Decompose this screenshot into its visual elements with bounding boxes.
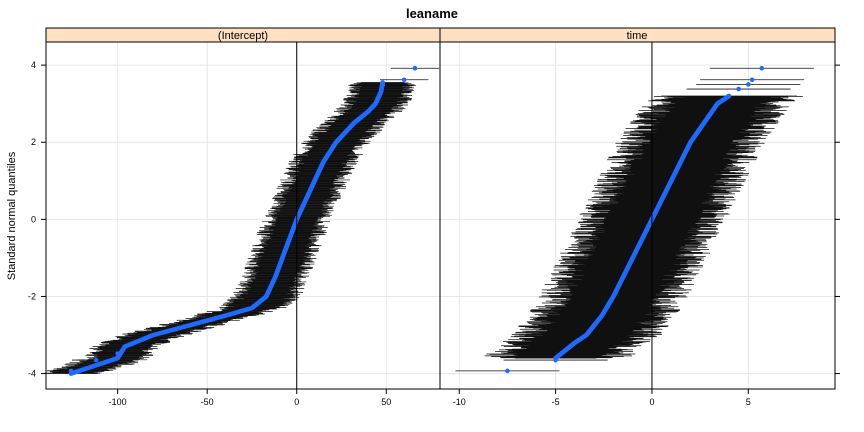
x-tick-label: -100 <box>109 397 127 407</box>
y-tick-label: -2 <box>28 291 36 301</box>
y-axis-left: -4 -2 0 2 4 <box>28 60 46 379</box>
quantile-point <box>115 351 120 356</box>
chart-title: leaname <box>406 6 458 21</box>
x-tick-label: -50 <box>201 397 214 407</box>
quantile-point <box>412 65 418 71</box>
intervals-intercept <box>44 67 440 374</box>
quantile-point <box>68 368 74 374</box>
y-tick-label: 2 <box>31 137 36 147</box>
x-tick-label: -10 <box>453 397 466 407</box>
x-tick-label: 50 <box>381 397 391 407</box>
y-axis-label: Standard normal quantiles <box>6 151 18 280</box>
x-tick-label: -5 <box>552 397 560 407</box>
quantile-point <box>736 86 741 92</box>
x-tick-label: 0 <box>294 397 299 407</box>
strip-label-time: time <box>627 30 648 42</box>
panel-intercept: (Intercept) <box>44 27 441 390</box>
quantile-point <box>380 82 385 88</box>
quantile-point <box>401 77 407 83</box>
quantile-point <box>726 93 732 99</box>
quantile-point <box>553 357 558 363</box>
y-tick-label: 0 <box>31 214 36 224</box>
quantile-point <box>749 77 755 83</box>
x-tick-label: 5 <box>746 397 751 407</box>
x-axes: -100 -50 0 50 -10 -5 0 5 <box>109 389 751 407</box>
x-tick-label: 0 <box>649 397 654 407</box>
quantile-point <box>93 357 99 363</box>
quantile-point <box>759 65 765 71</box>
panel-time: time <box>439 27 836 390</box>
y-tick-label: 4 <box>31 60 36 70</box>
y-tick-label: -4 <box>28 369 36 379</box>
y-axis-right <box>835 64 840 375</box>
points-time <box>505 65 765 374</box>
quantile-point <box>505 368 510 374</box>
strip-label-intercept: (Intercept) <box>218 30 268 42</box>
quantile-point <box>745 82 751 87</box>
panel-frame-time <box>439 41 836 390</box>
points-intercept <box>68 65 418 376</box>
